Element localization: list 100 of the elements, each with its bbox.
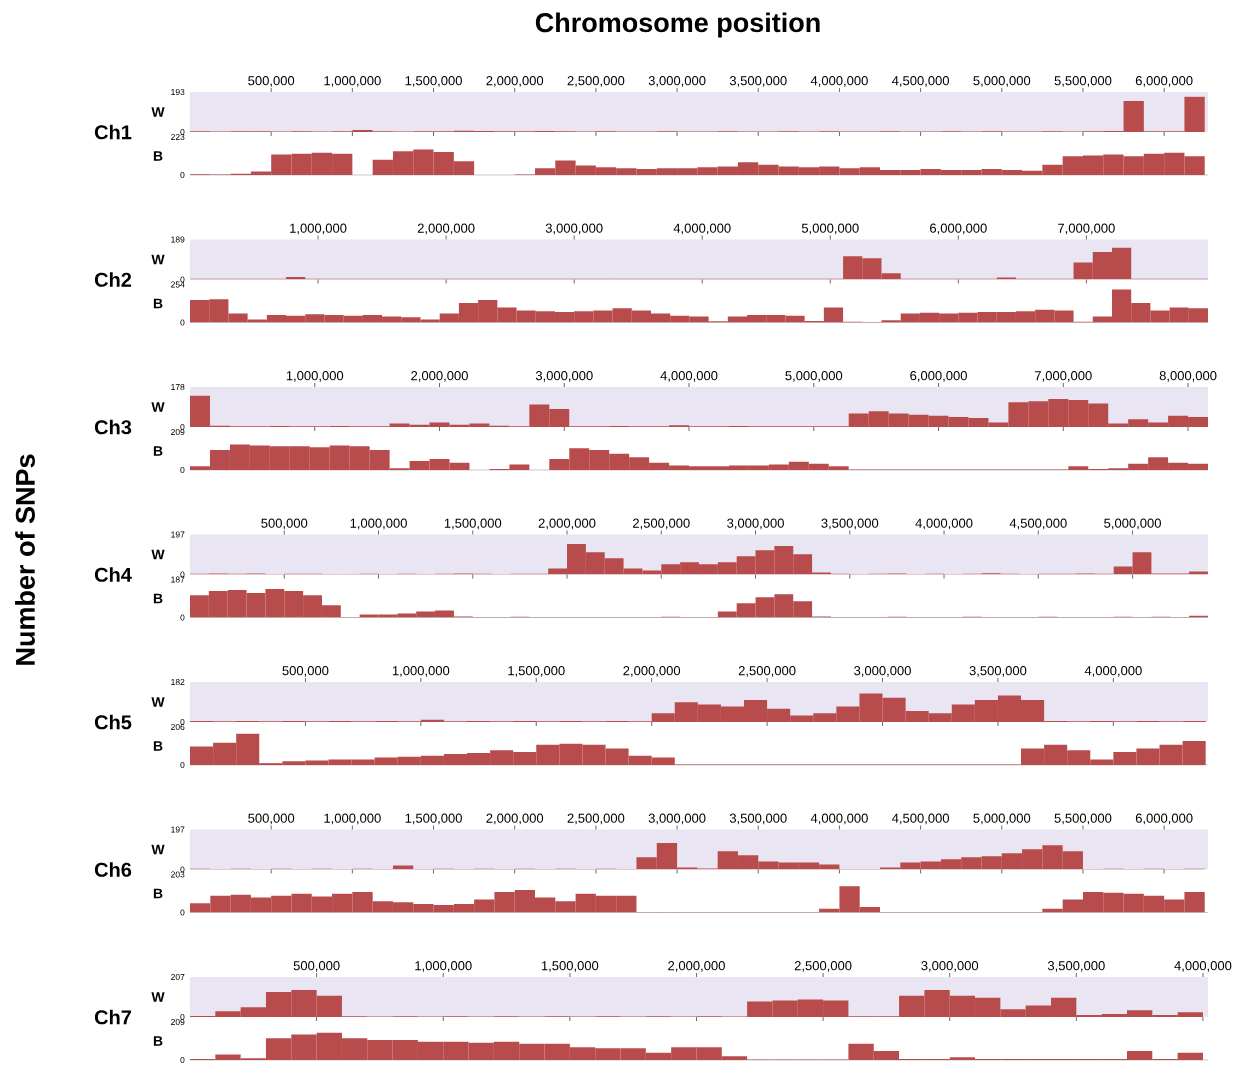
x-tick-label: 2,500,000 xyxy=(738,666,796,677)
y-tick-label: 207 xyxy=(171,974,185,980)
text: Ch3 xyxy=(94,419,132,435)
x-tick-label: 1,000,000 xyxy=(415,961,472,972)
x-tick-label: 4,000,000 xyxy=(660,371,718,382)
x-tick-label: 2,500,000 xyxy=(567,76,625,87)
x-tick-label: 4,500,000 xyxy=(1009,518,1067,530)
x-tick-label: 4,000,000 xyxy=(673,223,731,235)
x-tick-label: 7,000,000 xyxy=(1035,371,1092,382)
y-tick-label: 197 xyxy=(171,826,185,833)
x-tick-label: 8,000,000 xyxy=(1159,371,1217,382)
x-tick-label: 2,000,000 xyxy=(486,813,544,825)
x-tick-label: 5,000,000 xyxy=(973,813,1031,825)
text: Ch7 xyxy=(94,1009,132,1025)
y-axis-title: B xyxy=(153,298,163,309)
x-tick-label: 3,000,000 xyxy=(648,76,706,87)
x-tick-label: 2,500,000 xyxy=(794,961,852,972)
x-tick-label: 4,000,000 xyxy=(1174,961,1232,972)
x-tick-label: 1,500,000 xyxy=(405,76,462,87)
x-axis-title: Chromosome position xyxy=(535,12,820,38)
y-axis-title: B xyxy=(153,741,163,751)
y-tick-label: 193 xyxy=(171,88,185,95)
x-tick-label: 4,000,000 xyxy=(915,518,973,530)
y-tick-label: 197 xyxy=(171,531,185,538)
y-tick-label: 254 xyxy=(171,281,185,288)
x-tick-label: 1,500,000 xyxy=(541,961,599,972)
y-axis-title: W xyxy=(151,697,165,707)
x-tick-label: 500,000 xyxy=(248,76,295,87)
y-tick-label: 0 xyxy=(180,423,185,430)
y-axis-title: W xyxy=(151,844,165,855)
x-tick-label: 6,000,000 xyxy=(910,371,967,382)
y-axis-title: W xyxy=(151,549,165,560)
y-axis-title: W xyxy=(151,992,165,1002)
y-axis-title: B xyxy=(153,593,163,604)
x-tick-label: 5,500,000 xyxy=(1054,76,1112,87)
x-tick-label: 2,000,000 xyxy=(623,666,681,677)
y-tick-label: 189 xyxy=(171,236,185,243)
text: Ch6 xyxy=(94,862,132,877)
y-tick-label: 0 xyxy=(180,1014,185,1020)
x-tick-label: 500,000 xyxy=(293,961,340,972)
y-tick-label: 0 xyxy=(180,1057,185,1064)
y-tick-label: 0 xyxy=(180,571,185,578)
y-tick-label: 0 xyxy=(180,466,185,473)
text: Ch4 xyxy=(94,567,132,582)
x-tick-label: 1,000,000 xyxy=(324,76,381,87)
y-tick-label: 0 xyxy=(180,718,185,725)
y-axis-title: B xyxy=(153,888,163,899)
x-tick-label: 4,000,000 xyxy=(1084,666,1142,677)
x-tick-label: 6,000,000 xyxy=(930,223,987,235)
y-axis-title: W xyxy=(151,402,165,412)
x-tick-label: 500,000 xyxy=(282,666,329,677)
x-tick-label: 500,000 xyxy=(261,518,308,530)
x-tick-label: 5,000,000 xyxy=(1104,518,1161,530)
x-tick-label: 3,500,000 xyxy=(1047,961,1105,972)
x-tick-label: 2,000,000 xyxy=(486,76,544,87)
x-tick-label: 6,000,000 xyxy=(1135,76,1193,87)
x-tick-label: 4,000,000 xyxy=(810,813,868,825)
x-tick-label: 3,000,000 xyxy=(727,518,784,530)
x-tick-label: 2,500,000 xyxy=(567,813,625,825)
x-tick-label: 2,500,000 xyxy=(633,518,690,530)
y-axis-title: W xyxy=(151,254,165,265)
x-tick-label: 6,000,000 xyxy=(1135,813,1193,825)
x-tick-label: 3,500,000 xyxy=(969,666,1027,677)
x-tick-label: 1,000,000 xyxy=(290,223,347,235)
x-tick-label: 1,000,000 xyxy=(286,371,344,382)
x-tick-label: 4,500,000 xyxy=(891,76,950,87)
x-tick-label: 3,000,000 xyxy=(921,961,979,972)
text: Ch2 xyxy=(94,272,132,287)
x-tick-label: 5,000,000 xyxy=(973,76,1031,87)
y-axis-title: B xyxy=(153,1036,163,1046)
y-tick-label: 209 xyxy=(171,1019,185,1025)
y-tick-label: 178 xyxy=(171,383,185,390)
y-tick-label: 0 xyxy=(180,319,185,326)
y-tick-label: 182 xyxy=(171,679,185,685)
x-tick-label: 1,000,000 xyxy=(350,518,407,530)
y-tick-label: 0 xyxy=(180,909,185,916)
x-tick-label: 4,500,000 xyxy=(891,813,950,825)
text: Ch1 xyxy=(94,124,132,140)
x-tick-label: 5,000,000 xyxy=(801,223,859,235)
x-tick-label: 2,000,000 xyxy=(668,961,725,972)
x-tick-label: 2,000,000 xyxy=(417,223,475,235)
x-tick-label: 1,000,000 xyxy=(324,813,381,825)
x-tick-label: 1,500,000 xyxy=(508,666,565,677)
y-tick-label: 0 xyxy=(180,761,185,768)
x-tick-label: 2,000,000 xyxy=(411,371,468,382)
x-tick-label: 1,500,000 xyxy=(444,518,502,530)
y-axis-title: B xyxy=(153,446,163,456)
y-tick-label: 206 xyxy=(171,723,185,730)
x-tick-label: 2,000,000 xyxy=(538,518,596,530)
x-tick-label: 3,000,000 xyxy=(854,666,911,677)
y-tick-label: 0 xyxy=(180,866,185,873)
x-tick-label: 5,500,000 xyxy=(1054,813,1112,825)
y-tick-label: 0 xyxy=(180,128,185,135)
y-tick-label: 223 xyxy=(171,133,185,140)
x-tick-label: 1,000,000 xyxy=(392,666,450,677)
text: Ch5 xyxy=(94,714,132,730)
x-tick-label: 7,000,000 xyxy=(1058,223,1115,235)
y-tick-label: 203 xyxy=(171,871,185,878)
y-axis-title: W xyxy=(151,107,165,117)
x-tick-label: 500,000 xyxy=(248,813,295,825)
